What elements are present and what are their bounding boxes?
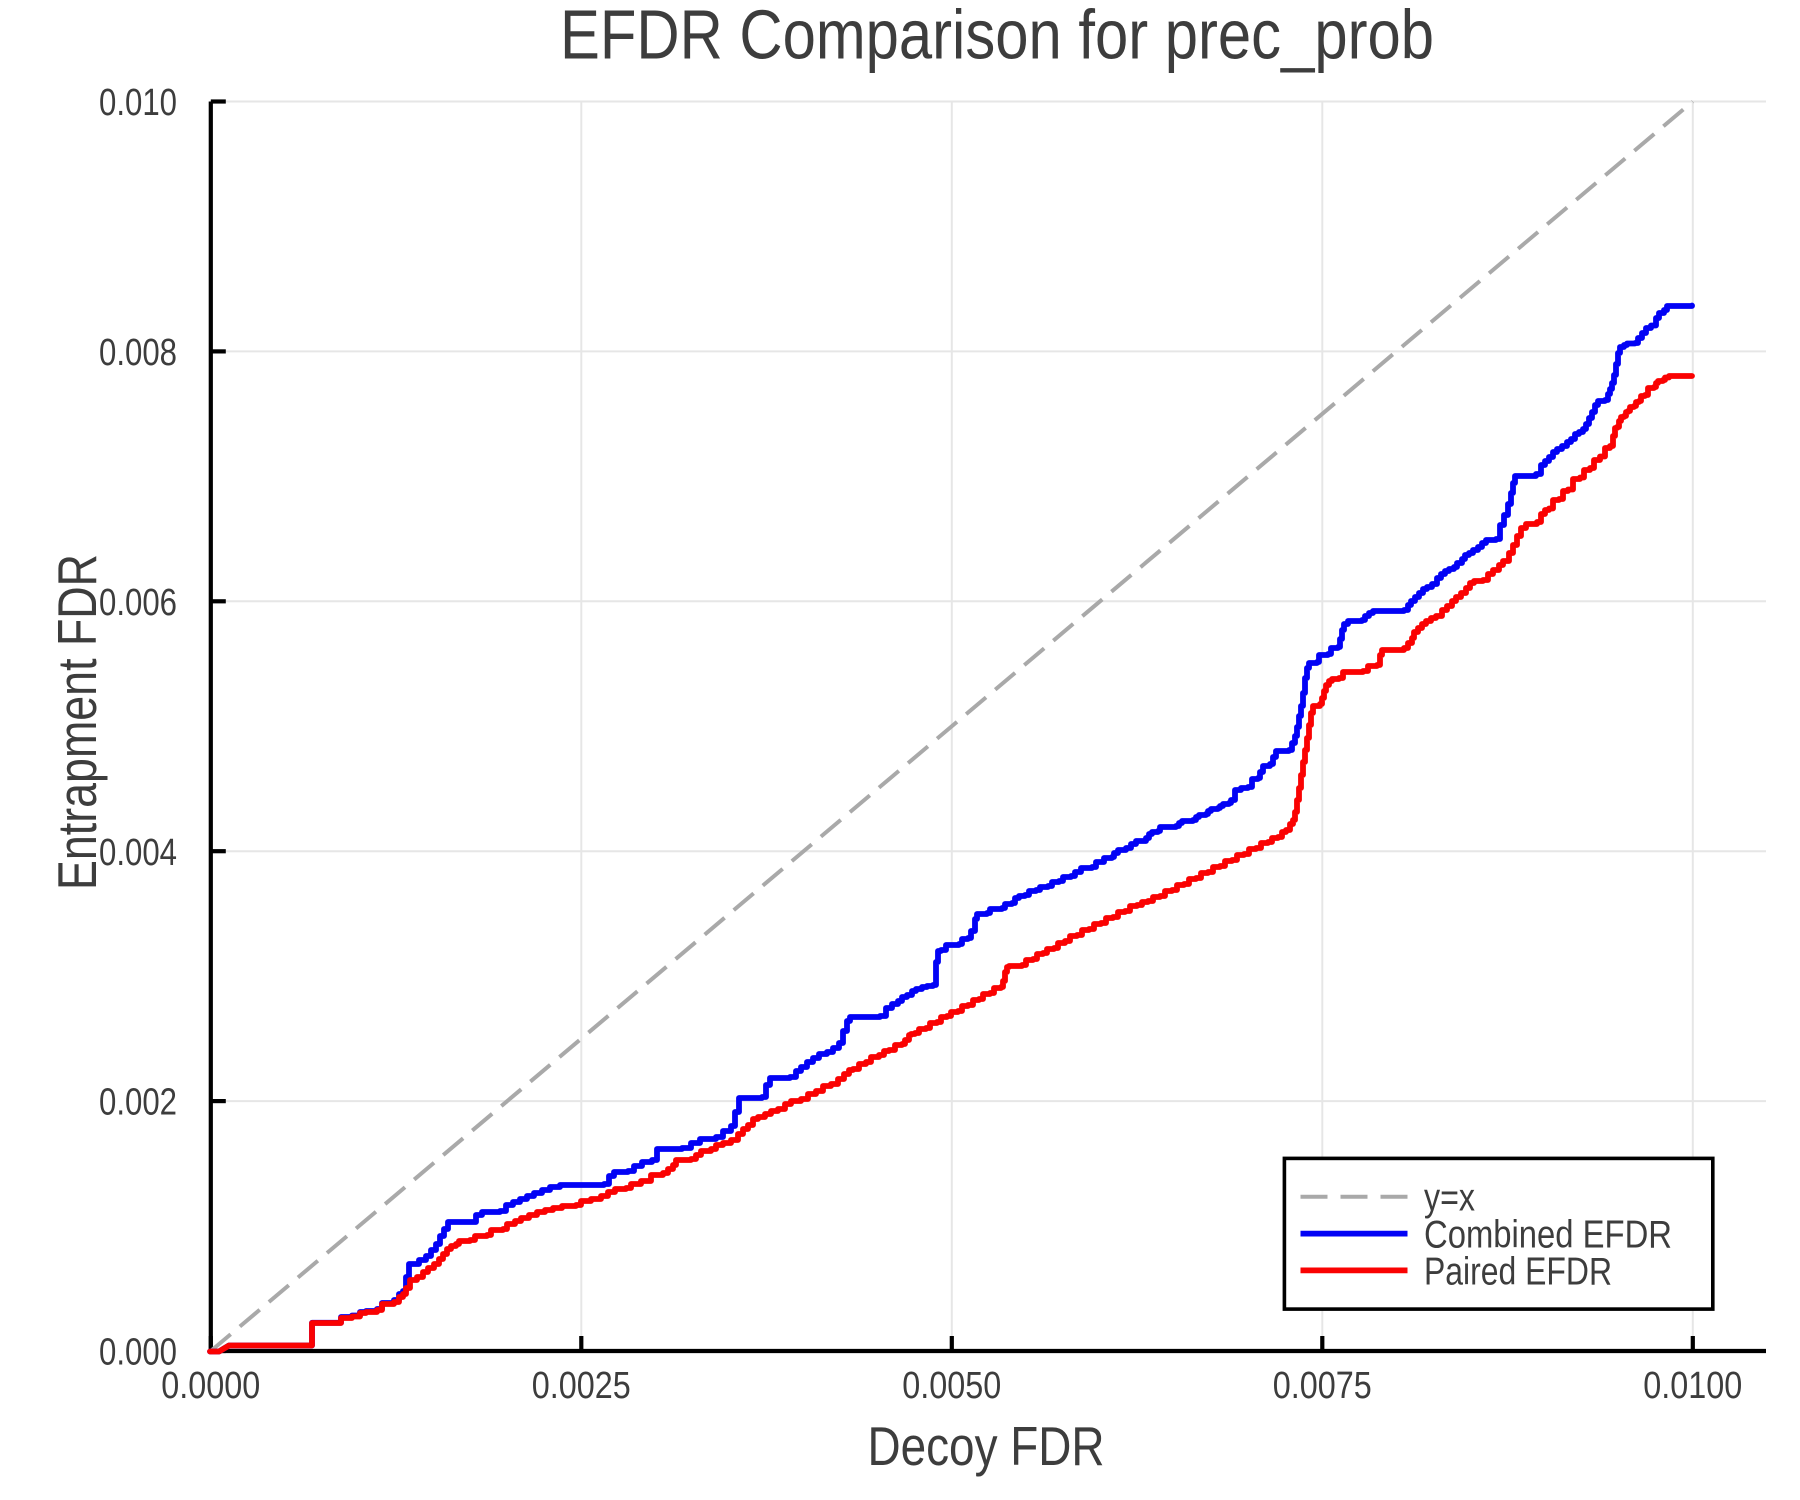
svg-text:Entrapment FDR: Entrapment FDR xyxy=(46,554,108,890)
svg-text:Combined EFDR: Combined EFDR xyxy=(1424,1214,1672,1257)
svg-text:0.002: 0.002 xyxy=(99,1082,177,1124)
svg-text:0.0000: 0.0000 xyxy=(161,1365,260,1407)
svg-text:0.004: 0.004 xyxy=(99,832,177,874)
svg-text:0.006: 0.006 xyxy=(99,582,177,624)
svg-text:0.0075: 0.0075 xyxy=(1273,1365,1372,1407)
svg-text:EFDR Comparison for prec_prob: EFDR Comparison for prec_prob xyxy=(560,0,1434,74)
svg-text:Decoy FDR: Decoy FDR xyxy=(868,1415,1105,1477)
svg-text:0.0025: 0.0025 xyxy=(532,1365,631,1407)
svg-text:0.000: 0.000 xyxy=(99,1332,177,1374)
svg-text:y=x: y=x xyxy=(1424,1177,1475,1220)
svg-text:Paired EFDR: Paired EFDR xyxy=(1424,1250,1612,1293)
svg-text:0.0050: 0.0050 xyxy=(902,1365,1001,1407)
svg-text:0.010: 0.010 xyxy=(99,82,177,124)
svg-text:0.008: 0.008 xyxy=(99,332,177,374)
svg-text:0.0100: 0.0100 xyxy=(1643,1365,1742,1407)
